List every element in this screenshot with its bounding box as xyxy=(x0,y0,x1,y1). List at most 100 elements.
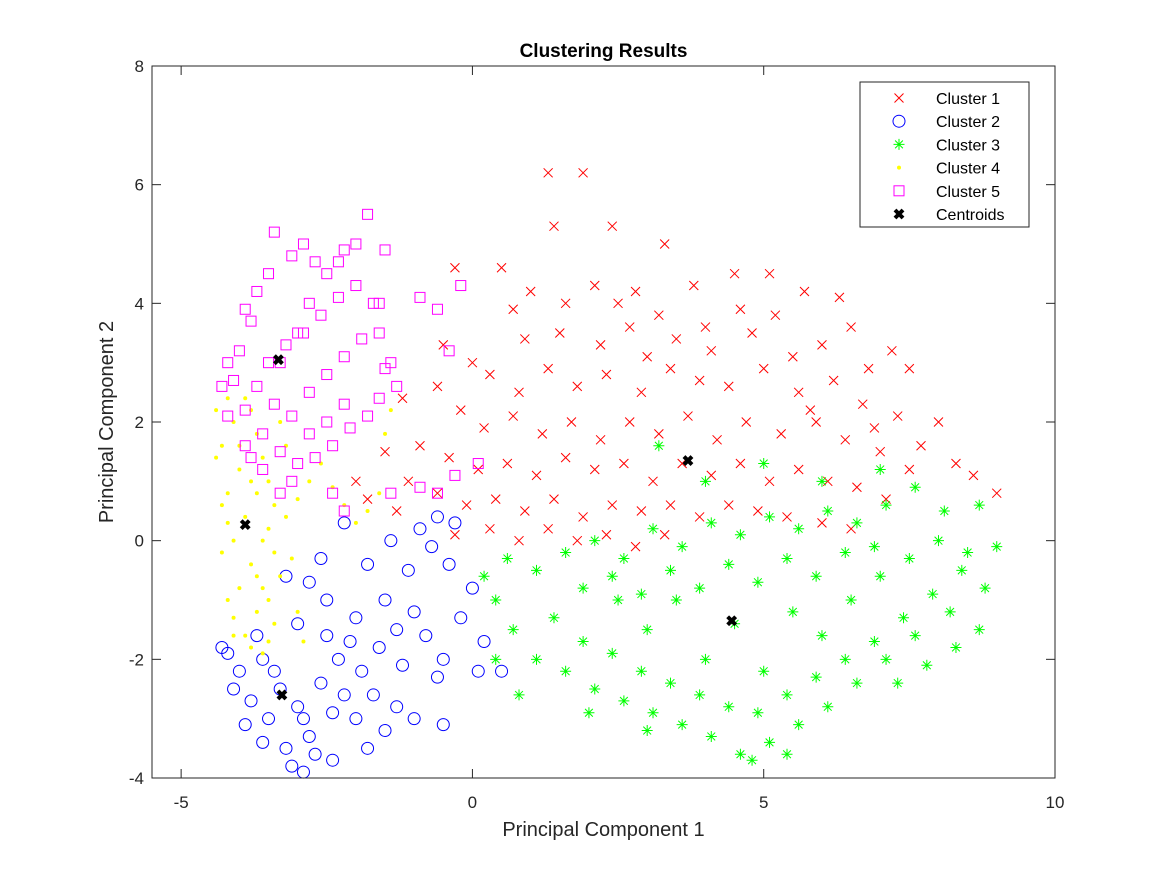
cluster-2-point-53 xyxy=(215,640,229,654)
x-tick-label: 10 xyxy=(1046,793,1065,812)
cluster-4-point-16 xyxy=(266,526,271,531)
cluster-2-point-21 xyxy=(390,700,404,714)
cluster-3-point-7 xyxy=(612,594,624,606)
cluster-5-point-26 xyxy=(332,291,344,303)
cluster-4-point-28 xyxy=(249,479,254,484)
cluster-1-point-82 xyxy=(793,464,804,475)
centroids-point-3 xyxy=(276,689,288,701)
cluster-3-point-75 xyxy=(868,541,880,553)
cluster-5-point-18 xyxy=(327,440,339,452)
cluster-4-point-29 xyxy=(260,538,265,543)
cluster-3-point-28 xyxy=(560,665,572,677)
cluster-1-point-114 xyxy=(613,298,623,309)
cluster-5-point-59 xyxy=(431,303,443,315)
cluster-3-point-48 xyxy=(938,505,950,517)
cluster-5-point-46 xyxy=(216,380,228,392)
cluster-1-point-115 xyxy=(642,351,653,362)
cluster-1-point-44 xyxy=(723,381,734,392)
cluster-3-point-16 xyxy=(909,630,921,642)
cluster-5-point-65 xyxy=(332,256,344,268)
cluster-1-point-0 xyxy=(543,167,554,178)
cluster-2-point-44 xyxy=(430,510,444,524)
cluster-3-point-41 xyxy=(734,529,746,541)
cluster-1-point-21 xyxy=(904,363,915,374)
cluster-3-point-82 xyxy=(746,754,758,766)
y-tick-label: 6 xyxy=(135,176,144,195)
cluster-1-point-68 xyxy=(397,393,408,404)
cluster-4-point-9 xyxy=(254,609,259,614)
cluster-1-point-29 xyxy=(624,322,635,332)
cluster-5-point-37 xyxy=(356,333,368,345)
cluster-3-point-78 xyxy=(758,458,770,470)
cluster-3-point-31 xyxy=(490,594,502,606)
cluster-1-point-20 xyxy=(887,345,897,356)
cluster-2-point-39 xyxy=(314,551,328,565)
cluster-4-point-47 xyxy=(237,443,242,448)
cluster-3-point-11 xyxy=(932,535,944,547)
cluster-3-point-87 xyxy=(921,659,933,671)
cluster-3-point-25 xyxy=(647,707,659,719)
cluster-2-point-51 xyxy=(250,629,264,643)
cluster-5-legend-marker xyxy=(893,185,905,197)
cluster-3-point-56 xyxy=(723,701,735,713)
series-cluster-5 xyxy=(216,208,484,517)
cluster-2-point-10 xyxy=(326,706,340,720)
cluster-5-point-50 xyxy=(385,357,397,369)
cluster-2-point-50 xyxy=(267,664,281,678)
cluster-1-point-57 xyxy=(595,434,606,445)
cluster-5-point-23 xyxy=(373,327,385,339)
cluster-4-point-0 xyxy=(225,396,230,401)
cluster-1-point-71 xyxy=(473,464,484,475)
cluster-1-point-81 xyxy=(764,476,775,487)
cluster-2-point-19 xyxy=(349,712,363,726)
cluster-5-point-55 xyxy=(414,481,426,493)
cluster-3-point-90 xyxy=(583,707,595,719)
legend-entry-cluster-5: Cluster 5 xyxy=(893,184,1000,201)
cluster-1-point-32 xyxy=(747,328,757,338)
cluster-1-point-2 xyxy=(607,221,618,232)
cluster-4-point-37 xyxy=(353,520,358,525)
cluster-3-point-79 xyxy=(816,475,828,487)
cluster-3-point-50 xyxy=(548,612,560,624)
cluster-3-point-13 xyxy=(991,541,1003,553)
cluster-5-point-8 xyxy=(286,250,298,262)
cluster-1-point-65 xyxy=(840,434,851,445)
legend-label: Cluster 4 xyxy=(936,161,1000,178)
cluster-1-point-52 xyxy=(455,405,466,415)
cluster-1-point-64 xyxy=(811,417,821,427)
cluster-5-point-27 xyxy=(315,309,327,321)
cluster-1-point-91 xyxy=(519,506,530,516)
cluster-1-point-119 xyxy=(351,476,361,487)
cluster-2-point-3 xyxy=(302,729,316,743)
cluster-1-point-27 xyxy=(554,328,565,338)
cluster-1-point-34 xyxy=(817,340,827,350)
cluster-2-point-42 xyxy=(384,534,398,548)
cluster-3-point-66 xyxy=(606,570,618,582)
cluster-5-point-36 xyxy=(338,351,350,363)
cluster-1-point-93 xyxy=(578,512,588,522)
cluster-2-point-4 xyxy=(279,741,293,755)
cluster-1-point-35 xyxy=(863,363,874,374)
cluster-3-point-51 xyxy=(577,636,589,648)
cluster-3-point-32 xyxy=(478,570,490,582)
cluster-3-point-67 xyxy=(635,588,647,600)
cluster-1-point-41 xyxy=(636,387,647,398)
cluster-5-point-48 xyxy=(379,244,391,256)
cluster-2-point-43 xyxy=(413,522,427,536)
cluster-3-point-23 xyxy=(705,730,717,742)
cluster-1-point-5 xyxy=(496,262,507,273)
y-tick-label: 2 xyxy=(135,413,144,432)
cluster-3-point-49 xyxy=(973,499,985,511)
cluster-1-point-60 xyxy=(683,411,693,421)
cluster-3-point-24 xyxy=(676,719,688,731)
cluster-2-point-41 xyxy=(361,557,375,571)
cluster-1-point-111 xyxy=(438,340,449,350)
legend-label: Cluster 1 xyxy=(936,91,1000,108)
cluster-3-point-35 xyxy=(560,547,572,559)
cluster-5-point-53 xyxy=(338,505,350,517)
cluster-4-point-11 xyxy=(260,651,265,656)
cluster-4-point-52 xyxy=(254,574,259,579)
cluster-2-point-59 xyxy=(396,658,410,672)
cluster-1-point-86 xyxy=(380,446,390,457)
cluster-4-point-10 xyxy=(243,633,248,638)
